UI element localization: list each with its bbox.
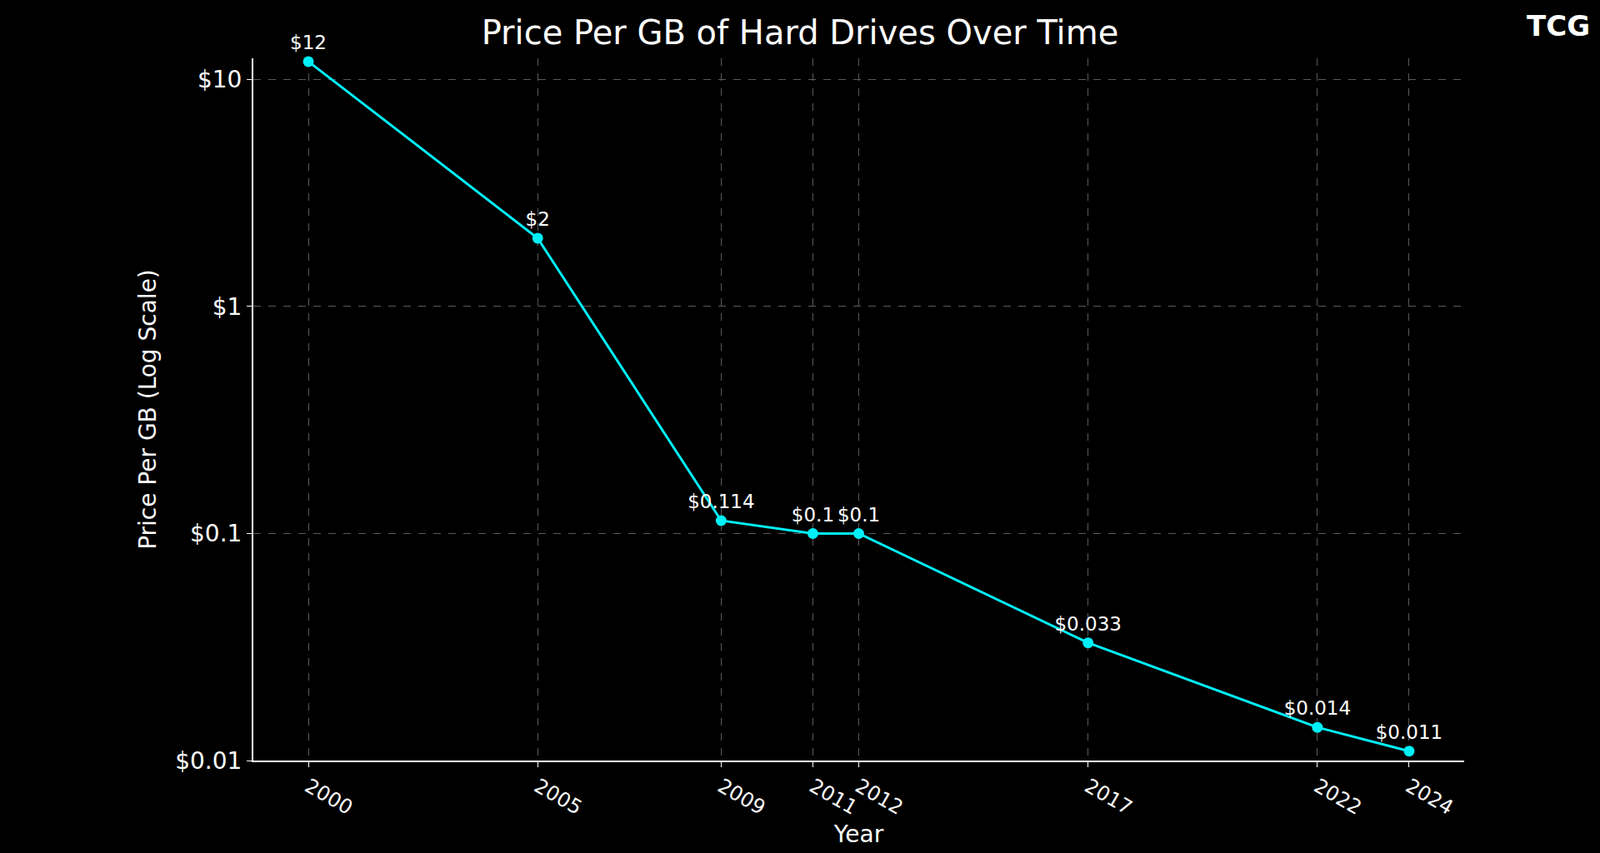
svg-text:$0.014: $0.014 xyxy=(1284,697,1351,720)
svg-text:2000: 2000 xyxy=(300,774,357,820)
svg-text:$0.01: $0.01 xyxy=(175,747,242,775)
svg-text:$1: $1 xyxy=(212,293,243,321)
svg-text:$2: $2 xyxy=(525,208,550,230)
svg-text:2005: 2005 xyxy=(530,774,586,820)
svg-text:2012: 2012 xyxy=(851,774,908,820)
svg-text:2009: 2009 xyxy=(713,774,770,820)
svg-text:TCG: TCG xyxy=(1526,9,1590,43)
svg-text:Year: Year xyxy=(833,820,885,849)
svg-text:$0.1: $0.1 xyxy=(190,520,242,548)
svg-text:2022: 2022 xyxy=(1310,774,1366,820)
svg-text:$0.1: $0.1 xyxy=(837,504,880,526)
svg-text:2024: 2024 xyxy=(1401,774,1458,820)
svg-text:$0.114: $0.114 xyxy=(687,490,755,513)
svg-text:$0.011: $0.011 xyxy=(1375,721,1443,744)
svg-text:$0.1: $0.1 xyxy=(791,504,835,526)
svg-text:Price Per GB of Hard Drives Ov: Price Per GB of Hard Drives Over Time xyxy=(481,13,1120,52)
svg-text:$0.033: $0.033 xyxy=(1054,613,1121,635)
svg-text:2017: 2017 xyxy=(1080,774,1137,820)
svg-text:2011: 2011 xyxy=(805,774,861,820)
svg-text:Price Per GB (Log Scale): Price Per GB (Log Scale) xyxy=(134,269,162,550)
svg-text:$12: $12 xyxy=(290,31,327,54)
svg-text:$10: $10 xyxy=(197,65,242,94)
